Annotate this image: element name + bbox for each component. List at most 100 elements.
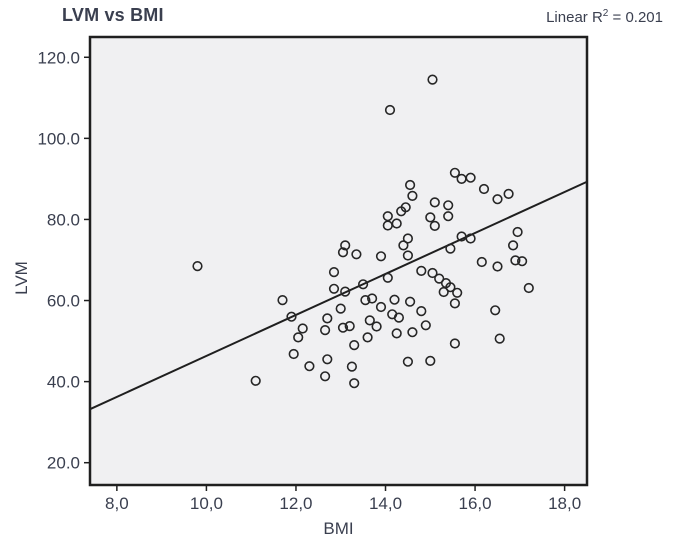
- x-tick-label: 10,0: [190, 494, 223, 513]
- scatter-point: [425, 355, 436, 367]
- scatter-point: [277, 295, 288, 306]
- plot-frame: [88, 35, 589, 487]
- scatter-point: [382, 272, 393, 283]
- scatter-point: [393, 312, 405, 323]
- scatter-point: [443, 211, 454, 222]
- scatter-point: [429, 197, 440, 208]
- scatter-point: [391, 328, 402, 339]
- scatter-point: [429, 220, 440, 231]
- scatter-point: [297, 323, 308, 334]
- scatter-point: [304, 361, 315, 372]
- scatter-point: [337, 322, 349, 333]
- scatter-point: [340, 286, 351, 297]
- y-axis-label: LVM: [12, 261, 31, 295]
- regression-line: [89, 180, 588, 411]
- scatter-point: [389, 294, 400, 305]
- scatter-point: [293, 332, 304, 343]
- scatter-point: [420, 320, 431, 331]
- scatter-point: [510, 255, 521, 266]
- scatter-point: [192, 261, 203, 272]
- scatter-point: [434, 273, 445, 284]
- scatter-point: [405, 179, 416, 191]
- scatter-point: [402, 356, 414, 367]
- r2-value: = 0.201: [608, 9, 663, 26]
- scatter-point: [427, 74, 438, 85]
- scatter-point: [449, 167, 461, 178]
- scatter-point: [503, 188, 514, 199]
- scatter-point: [250, 375, 261, 386]
- scatter-point: [465, 172, 476, 183]
- r2-superscript: 2: [602, 8, 609, 19]
- scatter-point: [445, 282, 456, 293]
- scatter-point: [375, 301, 387, 313]
- x-tick-label: 12,0: [279, 494, 312, 513]
- scatter-point: [465, 233, 476, 244]
- scatter-point: [322, 313, 333, 324]
- y-tick-label: 20.0: [47, 454, 80, 473]
- x-axis-label: BMI: [323, 519, 353, 538]
- scatter-point: [349, 378, 360, 389]
- r-squared-annotation: Linear R2 = 0.201: [546, 8, 663, 26]
- scatter-point: [344, 321, 355, 332]
- scatter-point: [492, 194, 503, 205]
- y-tick-label: 60.0: [47, 292, 80, 311]
- plot-background: [90, 37, 587, 485]
- scatter-point: [391, 218, 402, 229]
- scatter-point: [396, 206, 407, 217]
- y-tick-label: 100.0: [37, 129, 80, 148]
- scatter-point: [398, 240, 409, 251]
- x-tick-label: 18,0: [548, 494, 581, 513]
- scatter-point: [364, 315, 375, 326]
- scatter-point: [288, 348, 299, 360]
- scatter-point: [320, 325, 331, 336]
- scatter-point: [476, 256, 487, 268]
- scatter-point: [346, 361, 358, 372]
- scatter-point: [407, 327, 418, 338]
- x-tick-label: 8,0: [105, 494, 129, 513]
- scatter-point: [449, 338, 461, 349]
- scatter-point: [360, 295, 371, 306]
- x-tick-label: 16,0: [459, 494, 492, 513]
- scatter-point: [512, 226, 523, 238]
- scatter-point: [286, 311, 297, 322]
- scatter-point: [384, 104, 396, 116]
- scatter-point: [516, 256, 528, 267]
- scatter-point: [375, 251, 387, 262]
- scatter-point: [523, 282, 534, 294]
- scatter-point: [416, 306, 427, 317]
- x-tick-label: 14,0: [369, 494, 402, 513]
- scatter-point: [371, 321, 382, 332]
- scatter-point: [362, 332, 373, 343]
- scatter-point: [328, 267, 340, 278]
- scatter-point: [337, 247, 349, 258]
- scatter-point: [492, 261, 503, 272]
- scatter-point: [402, 233, 414, 244]
- scatter-point: [494, 333, 505, 344]
- scatter-point: [478, 183, 490, 195]
- r2-prefix: Linear R: [546, 9, 603, 26]
- scatter-point: [340, 240, 351, 251]
- scatter-point: [438, 286, 449, 298]
- scatter-point: [335, 303, 346, 314]
- scatter-point: [367, 293, 378, 304]
- y-tick-label: 40.0: [47, 373, 80, 392]
- scatter-point: [328, 283, 340, 294]
- scatter-point: [402, 250, 414, 261]
- scatter-point: [349, 340, 360, 351]
- scatter-point: [456, 231, 467, 242]
- scatter-point: [425, 212, 436, 223]
- scatter-point: [452, 287, 463, 298]
- scatter-point: [427, 267, 438, 279]
- chart-title: LVM vs BMI: [62, 5, 164, 25]
- scatter-point: [358, 279, 369, 290]
- scatter-point: [351, 249, 362, 260]
- scatter-point: [507, 240, 519, 251]
- scatter-point: [407, 190, 418, 201]
- scatter-point: [449, 298, 461, 309]
- scatter-point: [416, 265, 427, 277]
- scatter-point: [322, 354, 333, 365]
- scatter-point: [443, 200, 454, 211]
- scatter-point: [405, 296, 416, 307]
